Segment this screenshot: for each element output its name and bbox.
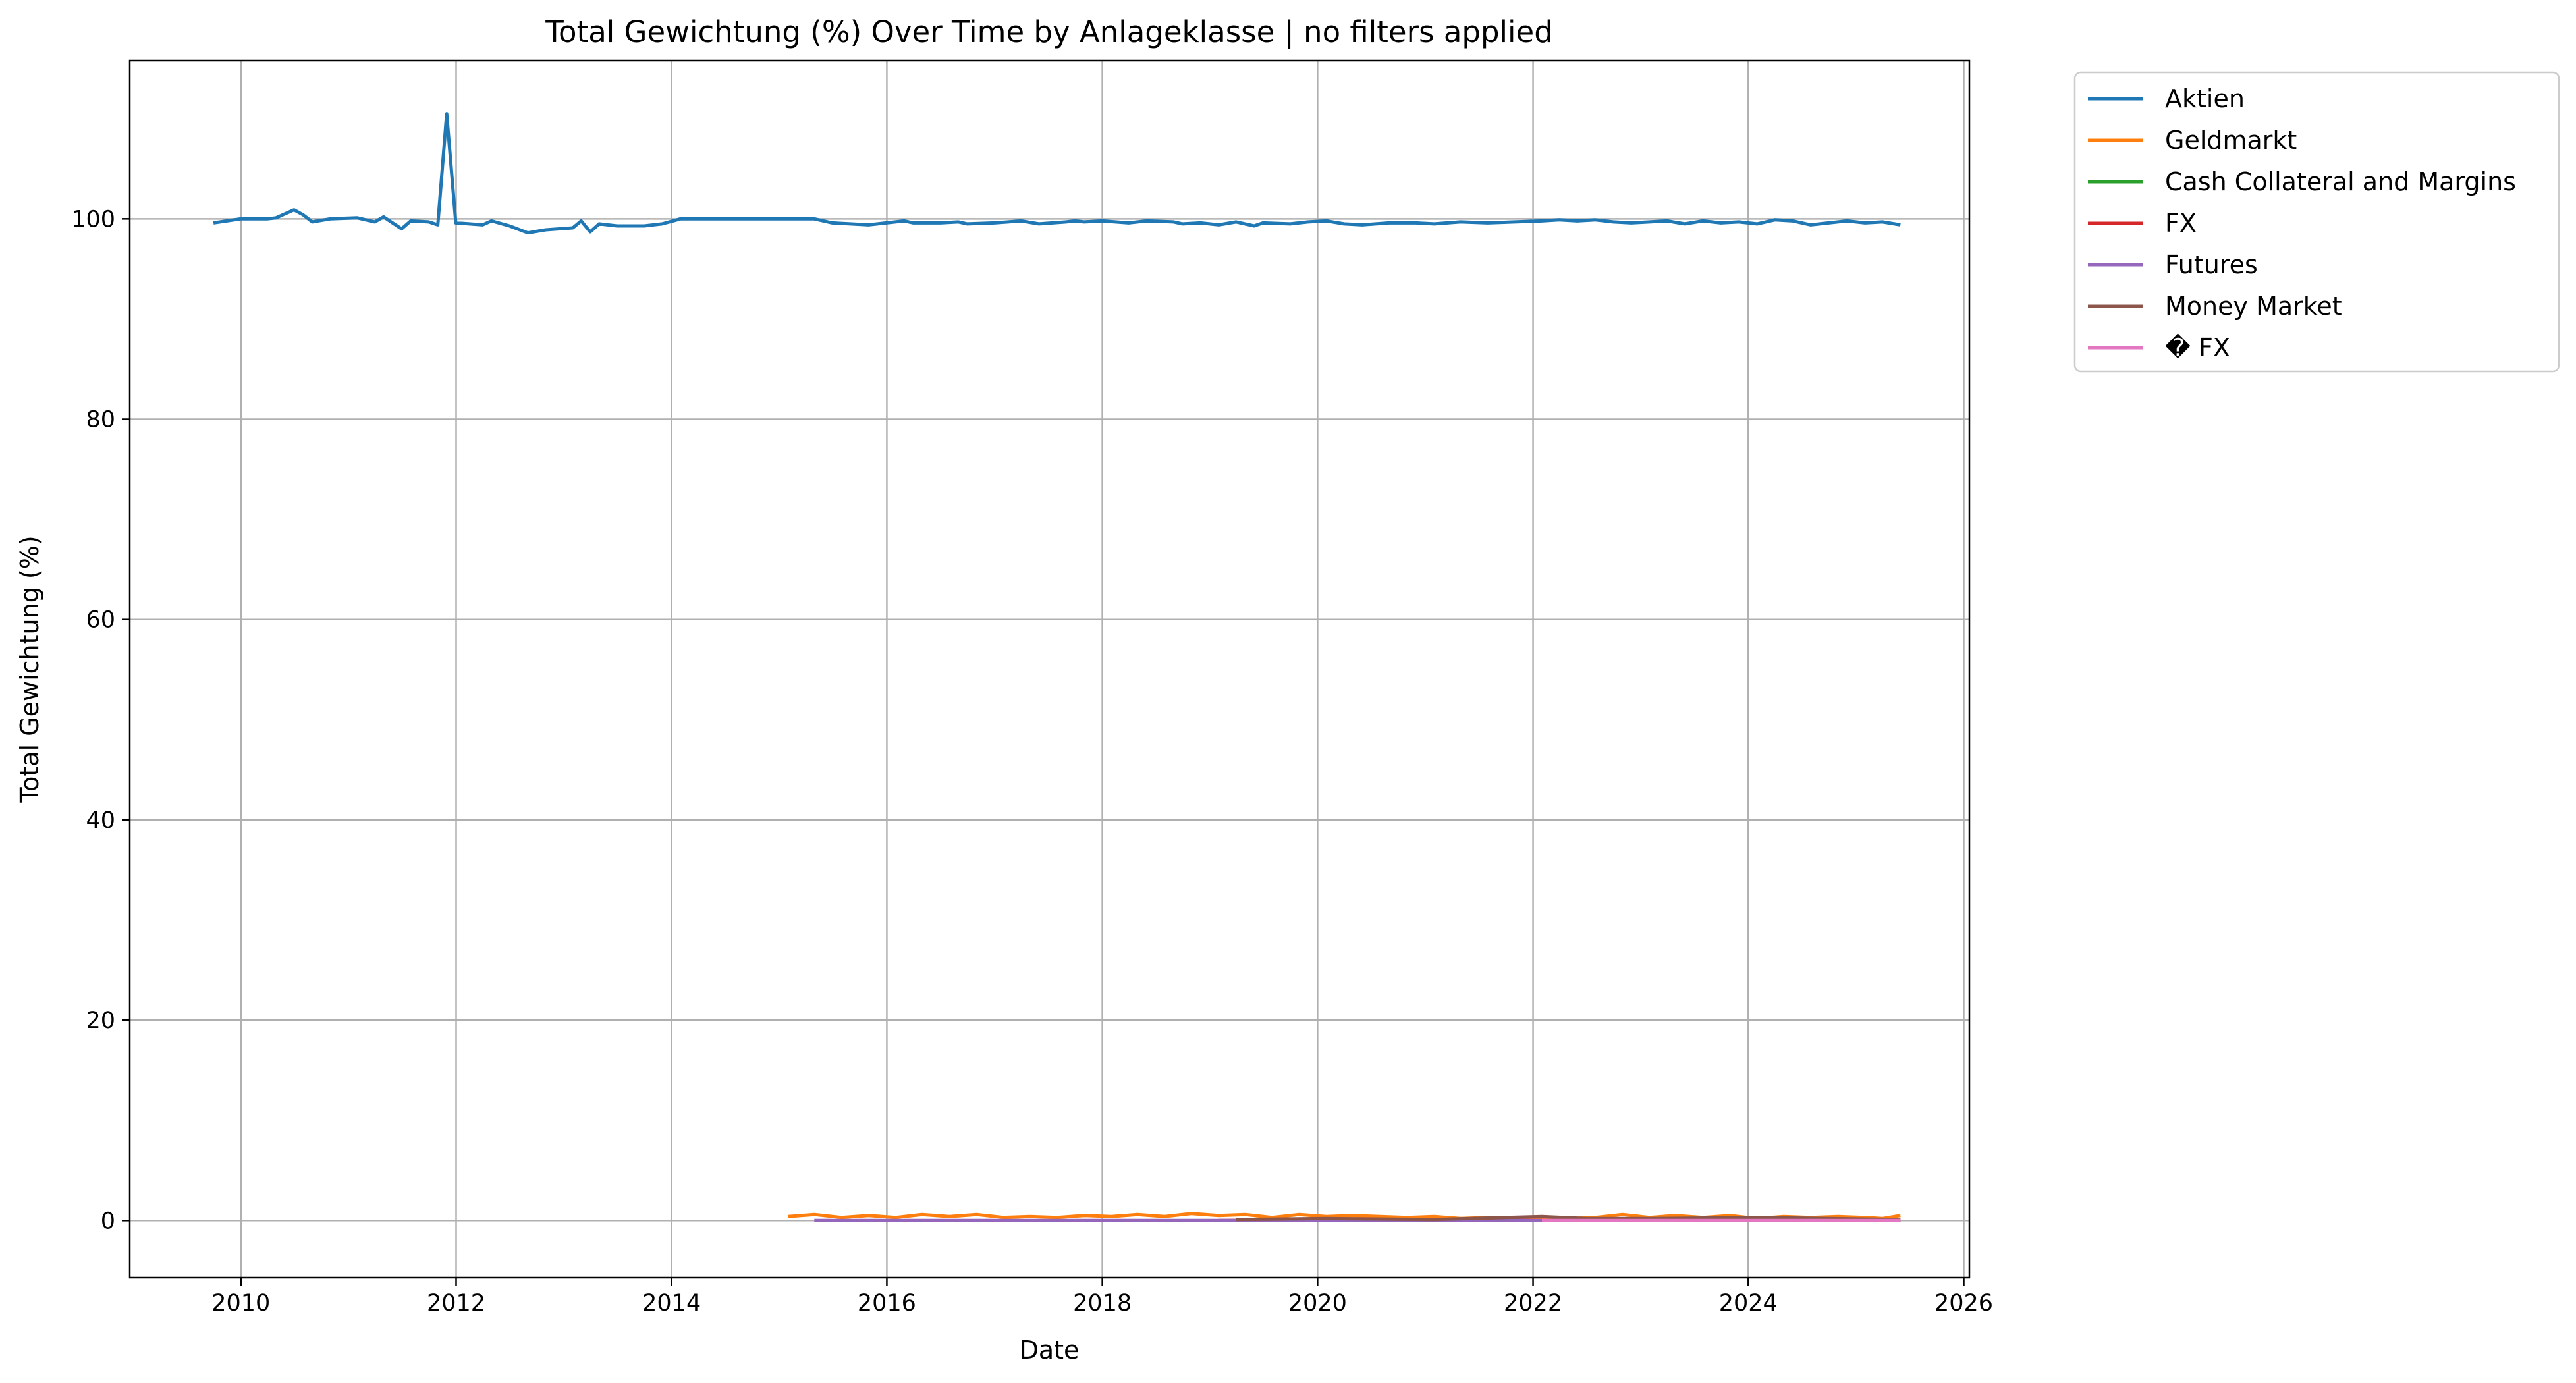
legend-label: Aktien [2165,84,2245,113]
x-tick-label: 2016 [858,1290,916,1316]
series-line-geldmarkt-1 [788,1212,1901,1220]
legend-box [2073,71,2560,373]
x-tick-label: 2026 [1934,1290,1993,1316]
y-axis-ticks: 0 20 40 60 80 100 [71,206,130,1234]
y-tick-label: 40 [86,807,115,834]
y-tick-label: 0 [101,1208,115,1234]
x-tick-label: 2024 [1719,1290,1778,1316]
legend: Aktien Geldmarkt Cash Collateral and Margi… [2073,71,2560,373]
legend-label: FX [2165,209,2197,238]
legend-label: Futures [2165,250,2258,279]
series-line-money-market-5 [1236,1214,1901,1222]
x-tick-label: 2020 [1288,1290,1347,1316]
legend-label: � FX [2165,333,2230,362]
x-tick-label: 2014 [642,1290,701,1316]
legend-label: Geldmarkt [2165,126,2297,155]
x-tick-label: 2018 [1073,1290,1132,1316]
series-line-aktien-0 [213,112,1901,235]
y-axis-label: Total Gewichtung (%) [15,535,44,803]
legend-label: Money Market [2165,292,2342,321]
x-tick-label: 2012 [427,1290,485,1316]
x-axis-label: Date [1020,1336,1080,1365]
y-tick-label: 80 [86,407,115,433]
series-lines [213,112,1901,1222]
chart-title: Total Gewichtung (%) Over Time by Anlage… [545,14,1553,49]
y-tick-label: 100 [71,206,115,232]
y-tick-label: 20 [86,1008,115,1034]
x-tick-label: 2010 [211,1290,270,1316]
x-axis-ticks: 2010 2012 2014 2016 2018 2020 2022 2024 2026 [211,1278,1993,1316]
plot-frame [128,59,1971,1279]
legend-label: Cash Collateral and Margins [2165,167,2516,196]
y-tick-label: 60 [86,607,115,634]
x-tick-label: 2022 [1504,1290,1562,1316]
